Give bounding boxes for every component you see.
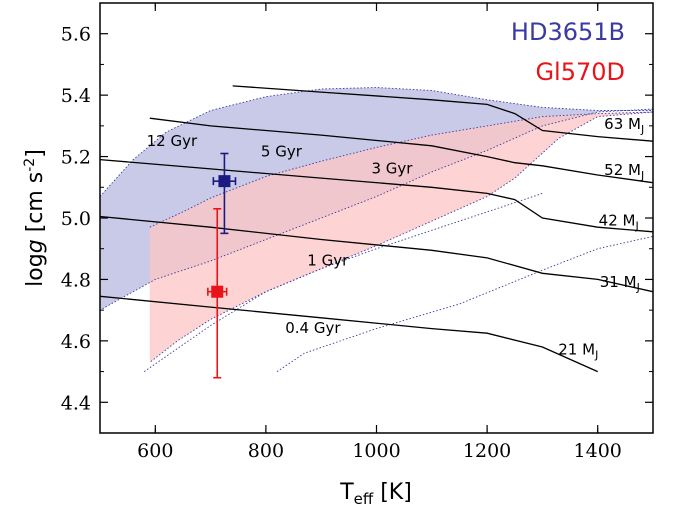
region-upper-edge bbox=[100, 87, 653, 197]
x-tick-label: 1400 bbox=[574, 440, 622, 462]
mass-track-label: 63 MJ bbox=[604, 115, 644, 136]
y-tick-label: 4.8 bbox=[61, 269, 91, 291]
region-HD3651B bbox=[100, 87, 653, 311]
x-tick-label: 800 bbox=[248, 440, 284, 462]
mass-track bbox=[100, 295, 598, 373]
mass-track bbox=[100, 215, 653, 293]
data-point-Gl570D bbox=[211, 285, 224, 298]
y-tick-label: 4.6 bbox=[61, 331, 91, 353]
y-tick-label: 5.0 bbox=[61, 208, 91, 230]
y-tick-label: 5.6 bbox=[61, 24, 91, 46]
y-tick-label: 5.2 bbox=[61, 147, 91, 169]
x-axis-title: Teff [K] bbox=[339, 480, 412, 508]
dotted-contour bbox=[143, 192, 543, 372]
x-tick-label: 1200 bbox=[463, 440, 511, 462]
x-tick-label: 1000 bbox=[352, 440, 400, 462]
mass-track bbox=[100, 158, 653, 233]
region-lower-edge bbox=[100, 108, 653, 311]
y-tick-label: 5.4 bbox=[61, 85, 91, 107]
x-tick-label: 600 bbox=[137, 440, 173, 462]
mass-track-label: 21 MJ bbox=[558, 341, 598, 362]
mass-track-label: 42 MJ bbox=[599, 212, 639, 233]
mass-track bbox=[149, 117, 653, 184]
isochrone-label: 5 Gyr bbox=[261, 143, 303, 161]
legend-entry: HD3651B bbox=[511, 18, 625, 46]
isochrone-label: 12 Gyr bbox=[147, 132, 198, 150]
y-axis-title: logg [cm s-2] bbox=[22, 149, 48, 287]
mass-track bbox=[232, 85, 653, 142]
isochrone-label: 1 Gyr bbox=[307, 252, 349, 270]
data-point-HD3651B bbox=[218, 175, 231, 188]
mass-track-label: 52 MJ bbox=[604, 161, 644, 182]
y-tick-label: 4.4 bbox=[61, 392, 91, 414]
mass-track-label: 31 MJ bbox=[600, 273, 640, 294]
region-lower-edge bbox=[149, 111, 653, 363]
isochrone-label: 3 Gyr bbox=[372, 160, 414, 178]
legend-entry: Gl570D bbox=[535, 58, 625, 86]
region-upper-edge bbox=[149, 111, 653, 228]
isochrone-label: 0.4 Gyr bbox=[285, 319, 341, 337]
